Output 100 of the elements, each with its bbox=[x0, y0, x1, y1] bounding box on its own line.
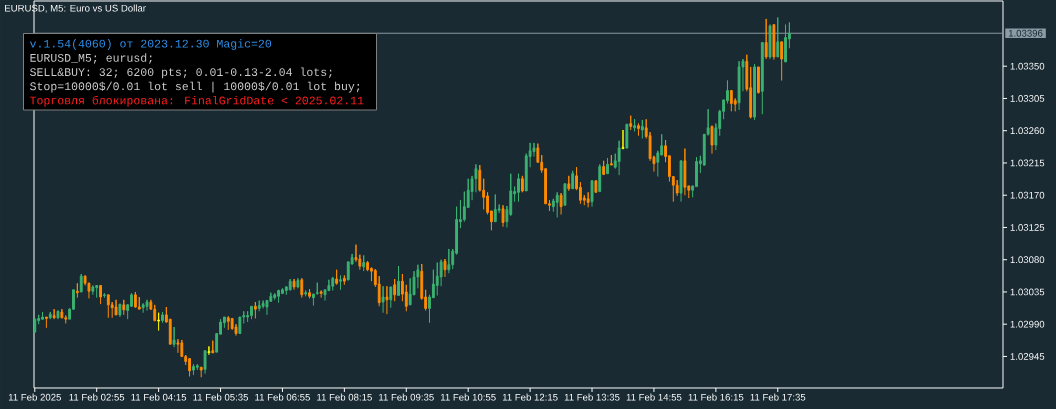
x-tick-label: 11 Feb 04:15 bbox=[131, 393, 187, 401]
candlestick bbox=[602, 160, 606, 176]
candlestick bbox=[501, 204, 505, 228]
candlestick bbox=[257, 300, 261, 312]
candlestick bbox=[637, 123, 640, 137]
candlestick bbox=[288, 278, 292, 292]
candlestick bbox=[362, 254, 366, 272]
annotation: Stop=10000$/0.01 lot sell | 10000$/0.01 lot buy; bbox=[30, 81, 360, 93]
y-tick-label: 1.03260 bbox=[1010, 127, 1045, 135]
candlestick bbox=[195, 363, 199, 371]
x-tick-label: 11 Feb 2025 bbox=[8, 393, 61, 401]
candlestick bbox=[103, 292, 106, 299]
candlestick bbox=[563, 183, 567, 206]
x-tick-label: 11 Feb 09:35 bbox=[379, 393, 434, 401]
candlestick bbox=[776, 16, 780, 58]
candlestick bbox=[617, 140, 621, 176]
y-tick-label: 1.03305 bbox=[1010, 95, 1045, 102]
candlestick bbox=[559, 192, 563, 216]
candlestick bbox=[277, 289, 281, 304]
candlestick bbox=[114, 299, 118, 316]
candlestick bbox=[633, 118, 637, 132]
candlestick bbox=[621, 129, 625, 150]
candlestick bbox=[594, 179, 598, 193]
candlestick bbox=[397, 265, 400, 297]
candlestick bbox=[586, 191, 590, 208]
candlestick bbox=[567, 175, 571, 192]
candlestick bbox=[296, 277, 300, 289]
y-tick-label: 1.03035 bbox=[1010, 288, 1045, 296]
candlestick bbox=[226, 315, 230, 331]
chart-title: EURUSD, M5: Euro vs US Dollar bbox=[5, 4, 146, 13]
candlestick bbox=[172, 326, 176, 348]
candlestick bbox=[768, 24, 772, 60]
candlestick bbox=[381, 285, 385, 314]
y-tick-label: 1.03125 bbox=[1010, 224, 1045, 231]
x-tick-label: 11 Feb 17:35 bbox=[750, 393, 806, 401]
x-tick-label: 11 Feb 06:55 bbox=[255, 393, 310, 401]
x-tick-label: 11 Feb 13:35 bbox=[564, 393, 620, 401]
candlestick bbox=[555, 191, 559, 218]
candlestick bbox=[571, 170, 575, 190]
candlestick bbox=[44, 316, 48, 329]
candlestick bbox=[319, 290, 323, 299]
candlestick bbox=[91, 285, 95, 296]
candlestick bbox=[315, 282, 319, 296]
candlestick bbox=[304, 290, 308, 297]
candlestick bbox=[435, 262, 439, 297]
annotation: SELL&BUY: 32; 6200 pts; 0.01-0.13-2.04 lots; bbox=[30, 67, 332, 79]
candlestick bbox=[757, 66, 760, 94]
candlestick bbox=[145, 299, 149, 312]
candlestick bbox=[760, 42, 764, 115]
candlestick bbox=[176, 338, 180, 354]
candlestick bbox=[157, 312, 161, 332]
candlestick bbox=[161, 311, 164, 324]
candlestick bbox=[683, 148, 687, 196]
candlestick bbox=[385, 285, 389, 315]
candlestick bbox=[629, 115, 633, 131]
candlestick bbox=[106, 294, 110, 319]
y-tick-label: 1.03170 bbox=[1010, 191, 1045, 199]
y-tick-label: 1.02990 bbox=[1010, 320, 1045, 328]
candlestick bbox=[95, 285, 99, 299]
candlestick bbox=[606, 157, 609, 175]
candlestick bbox=[780, 41, 784, 82]
candlestick bbox=[188, 358, 192, 378]
candlestick bbox=[300, 277, 304, 299]
candlestick bbox=[246, 310, 250, 323]
x-tick-label: 11 Feb 08:15 bbox=[317, 393, 372, 401]
candlestick bbox=[253, 301, 257, 319]
candlestick bbox=[52, 308, 56, 320]
candlestick bbox=[517, 173, 520, 203]
candlestick bbox=[292, 278, 296, 291]
candlestick bbox=[729, 90, 733, 112]
candlestick bbox=[311, 293, 315, 307]
candlestick bbox=[79, 273, 83, 293]
x-tick-label: 11 Feb 02:55 bbox=[69, 393, 125, 401]
x-tick-label: 11 Feb 14:55 bbox=[626, 393, 682, 401]
candlestick bbox=[393, 278, 397, 302]
x-tick-label: 11 Feb 16:15 bbox=[688, 393, 744, 401]
y-tick-label: 1.03215 bbox=[1010, 159, 1045, 167]
candlestick bbox=[308, 288, 311, 299]
candlestick bbox=[784, 24, 787, 63]
candlestick bbox=[753, 63, 756, 121]
candlestick bbox=[60, 308, 64, 319]
candlestick bbox=[211, 340, 215, 354]
y-tick-label: 1.02945 bbox=[1010, 353, 1045, 360]
candlestick bbox=[48, 311, 52, 320]
candlestick bbox=[199, 366, 203, 378]
candlestick bbox=[273, 292, 277, 301]
x-tick-label: 11 Feb 12:15 bbox=[502, 393, 558, 401]
candlestick bbox=[335, 269, 339, 286]
candlestick bbox=[710, 125, 714, 155]
candlestick bbox=[41, 311, 44, 321]
candlestick bbox=[640, 119, 644, 140]
ref-line-label: 1.03396 bbox=[1008, 29, 1043, 37]
y-tick-label: 1.03350 bbox=[1010, 62, 1045, 70]
candlestick bbox=[389, 286, 393, 309]
candlestick bbox=[443, 258, 447, 278]
candlestick bbox=[342, 274, 346, 286]
candlestick bbox=[598, 163, 602, 193]
candlestick bbox=[122, 299, 126, 316]
candlestick bbox=[590, 179, 594, 208]
candlestick bbox=[250, 305, 253, 320]
